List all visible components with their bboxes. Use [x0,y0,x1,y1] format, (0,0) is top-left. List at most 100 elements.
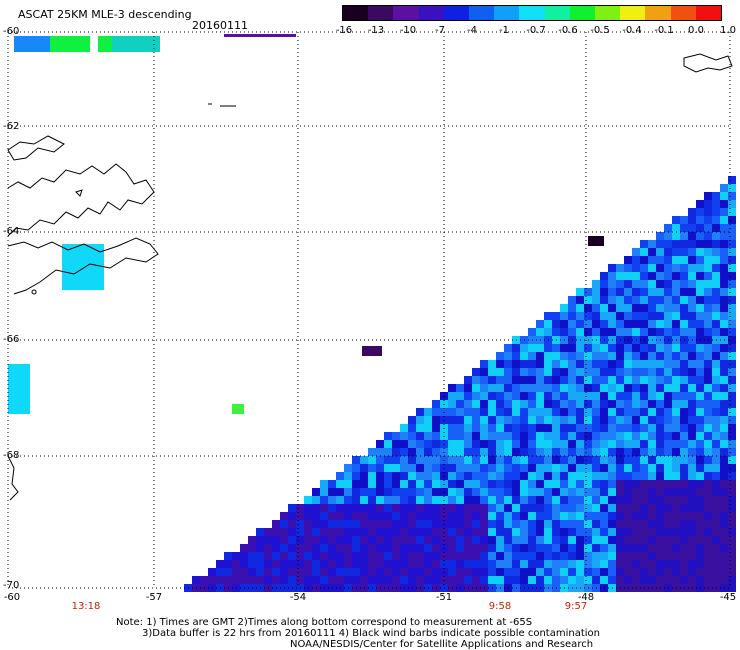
swath-cell [536,472,544,480]
swath-cell [680,368,688,376]
swath-cell [680,448,688,456]
swath-cell [624,544,632,552]
swath-cell [696,560,704,568]
colorbar-label: -10 [399,25,417,36]
swath-cell [680,432,688,440]
swath-cell [720,232,728,240]
swath-cell [704,216,712,224]
swath-cell [664,296,672,304]
swath-cell [464,464,472,472]
swath-cell [312,544,320,552]
lon-label: -54 [289,592,307,603]
swath-cell [280,560,288,568]
swath-cell [368,488,376,496]
swath-cell [512,488,520,496]
swath-cell [224,576,232,584]
swath-cell [504,392,512,400]
swath-cell [704,544,712,552]
swath-cell [544,392,552,400]
map-area [7,31,736,592]
swath-cell [512,504,520,512]
swath-cell [704,320,712,328]
swath-cell [616,264,624,272]
swath-cell [712,216,720,224]
swath-cell [432,448,440,456]
swath-cell [488,432,496,440]
swath-cell [600,528,608,536]
swath-cell [568,352,576,360]
swath-cell [552,416,560,424]
swath-cell [648,576,656,584]
swath-cell [376,520,384,528]
swath-cell [640,280,648,288]
swath-cell [472,448,480,456]
lon-label: -60 [3,592,21,603]
swath-cell [632,400,640,408]
swath-cell [680,416,688,424]
swath-cell [496,528,504,536]
swath-cell [560,416,568,424]
swath-cell [720,448,728,456]
swath-cell [584,504,592,512]
swath-cell [728,416,736,424]
swath-cell [472,480,480,488]
swath-cell [392,576,400,584]
swath-cell [288,568,296,576]
swath-cell [480,360,488,368]
swath-cell [384,472,392,480]
swath-cell [464,424,472,432]
swath-cell [504,448,512,456]
swath-cell [640,288,648,296]
swath-cell [728,240,736,248]
swath-cell [552,544,560,552]
swath-cell [712,432,720,440]
swath-cell [552,536,560,544]
swath-cell [504,400,512,408]
swath-cell [296,528,304,536]
swath-cell [544,504,552,512]
swath-cell [648,352,656,360]
swath-cell [512,448,520,456]
swath-cell [424,552,432,560]
swath-cell [704,432,712,440]
lon-label: -57 [145,592,163,603]
swath-cell [568,520,576,528]
swath-cell [368,448,376,456]
swath-cell [640,256,648,264]
swath-cell [544,440,552,448]
colorbar-swatch [595,6,621,20]
swath-cell [376,448,384,456]
swath-cell [656,496,664,504]
swath-cell [712,376,720,384]
colorbar [342,5,722,21]
swath-cell [616,472,624,480]
swath-cell [504,520,512,528]
swath-cell [472,504,480,512]
swath-cell [536,440,544,448]
swath-cell [456,456,464,464]
swath-cell [640,296,648,304]
swath-cell [552,496,560,504]
swath-cell [544,320,552,328]
swath-cell [616,400,624,408]
swath-cell [512,464,520,472]
swath-cell [312,504,320,512]
swath-cell [720,192,728,200]
swath-cell [696,224,704,232]
swath-cell [504,352,512,360]
swath-cell [552,480,560,488]
map-grid [7,31,731,589]
swath-cell [512,544,520,552]
swath-cell [488,400,496,408]
swath-cell [376,464,384,472]
swath-cell [448,408,456,416]
swath-cell [512,568,520,576]
swath-cell [704,328,712,336]
swath-cell [672,312,680,320]
swath-cell [704,496,712,504]
swath-cell [456,520,464,528]
swath-cell [448,392,456,400]
swath-patch [62,244,104,290]
swath-cell [512,496,520,504]
swath-cell [472,528,480,536]
